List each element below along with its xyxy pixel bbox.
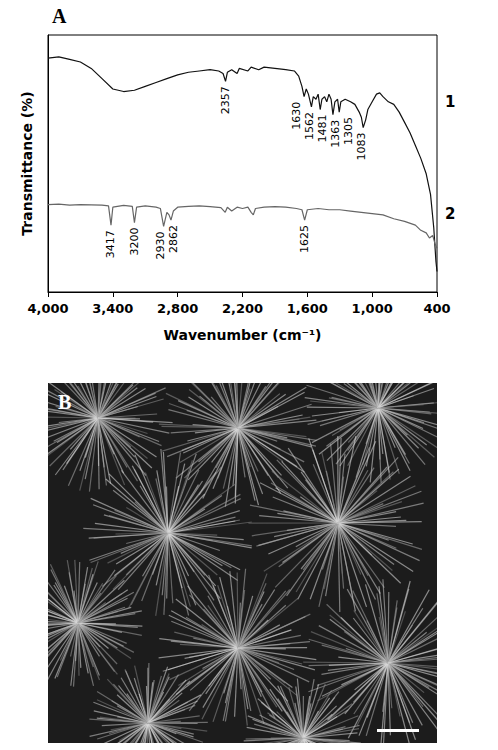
svg-text:1: 1 <box>445 93 455 111</box>
svg-text:1625: 1625 <box>298 225 311 253</box>
svg-text:1363: 1363 <box>329 120 342 148</box>
svg-text:3200: 3200 <box>128 228 141 256</box>
svg-text:2: 2 <box>445 205 455 223</box>
svg-text:3417: 3417 <box>104 230 117 258</box>
svg-text:Wavenumber (cm⁻¹): Wavenumber (cm⁻¹) <box>163 327 321 343</box>
svg-text:1562: 1562 <box>303 112 316 140</box>
svg-text:2862: 2862 <box>167 225 180 253</box>
svg-text:B: B <box>58 391 71 413</box>
svg-text:2,200: 2,200 <box>222 301 263 316</box>
svg-text:1630: 1630 <box>290 102 303 130</box>
svg-text:2930: 2930 <box>154 231 167 259</box>
svg-text:A: A <box>52 5 67 27</box>
svg-text:Transmittance (%): Transmittance (%) <box>19 91 35 235</box>
svg-text:1,600: 1,600 <box>287 301 328 316</box>
svg-text:1,000: 1,000 <box>352 301 393 316</box>
svg-text:1083: 1083 <box>355 133 368 161</box>
svg-text:3,400: 3,400 <box>92 301 133 316</box>
svg-text:1481: 1481 <box>316 115 329 143</box>
svg-text:1305: 1305 <box>342 117 355 145</box>
svg-text:400: 400 <box>423 301 450 316</box>
svg-text:2,800: 2,800 <box>157 301 198 316</box>
svg-text:2357: 2357 <box>219 86 232 114</box>
svg-text:4,000: 4,000 <box>27 301 68 316</box>
